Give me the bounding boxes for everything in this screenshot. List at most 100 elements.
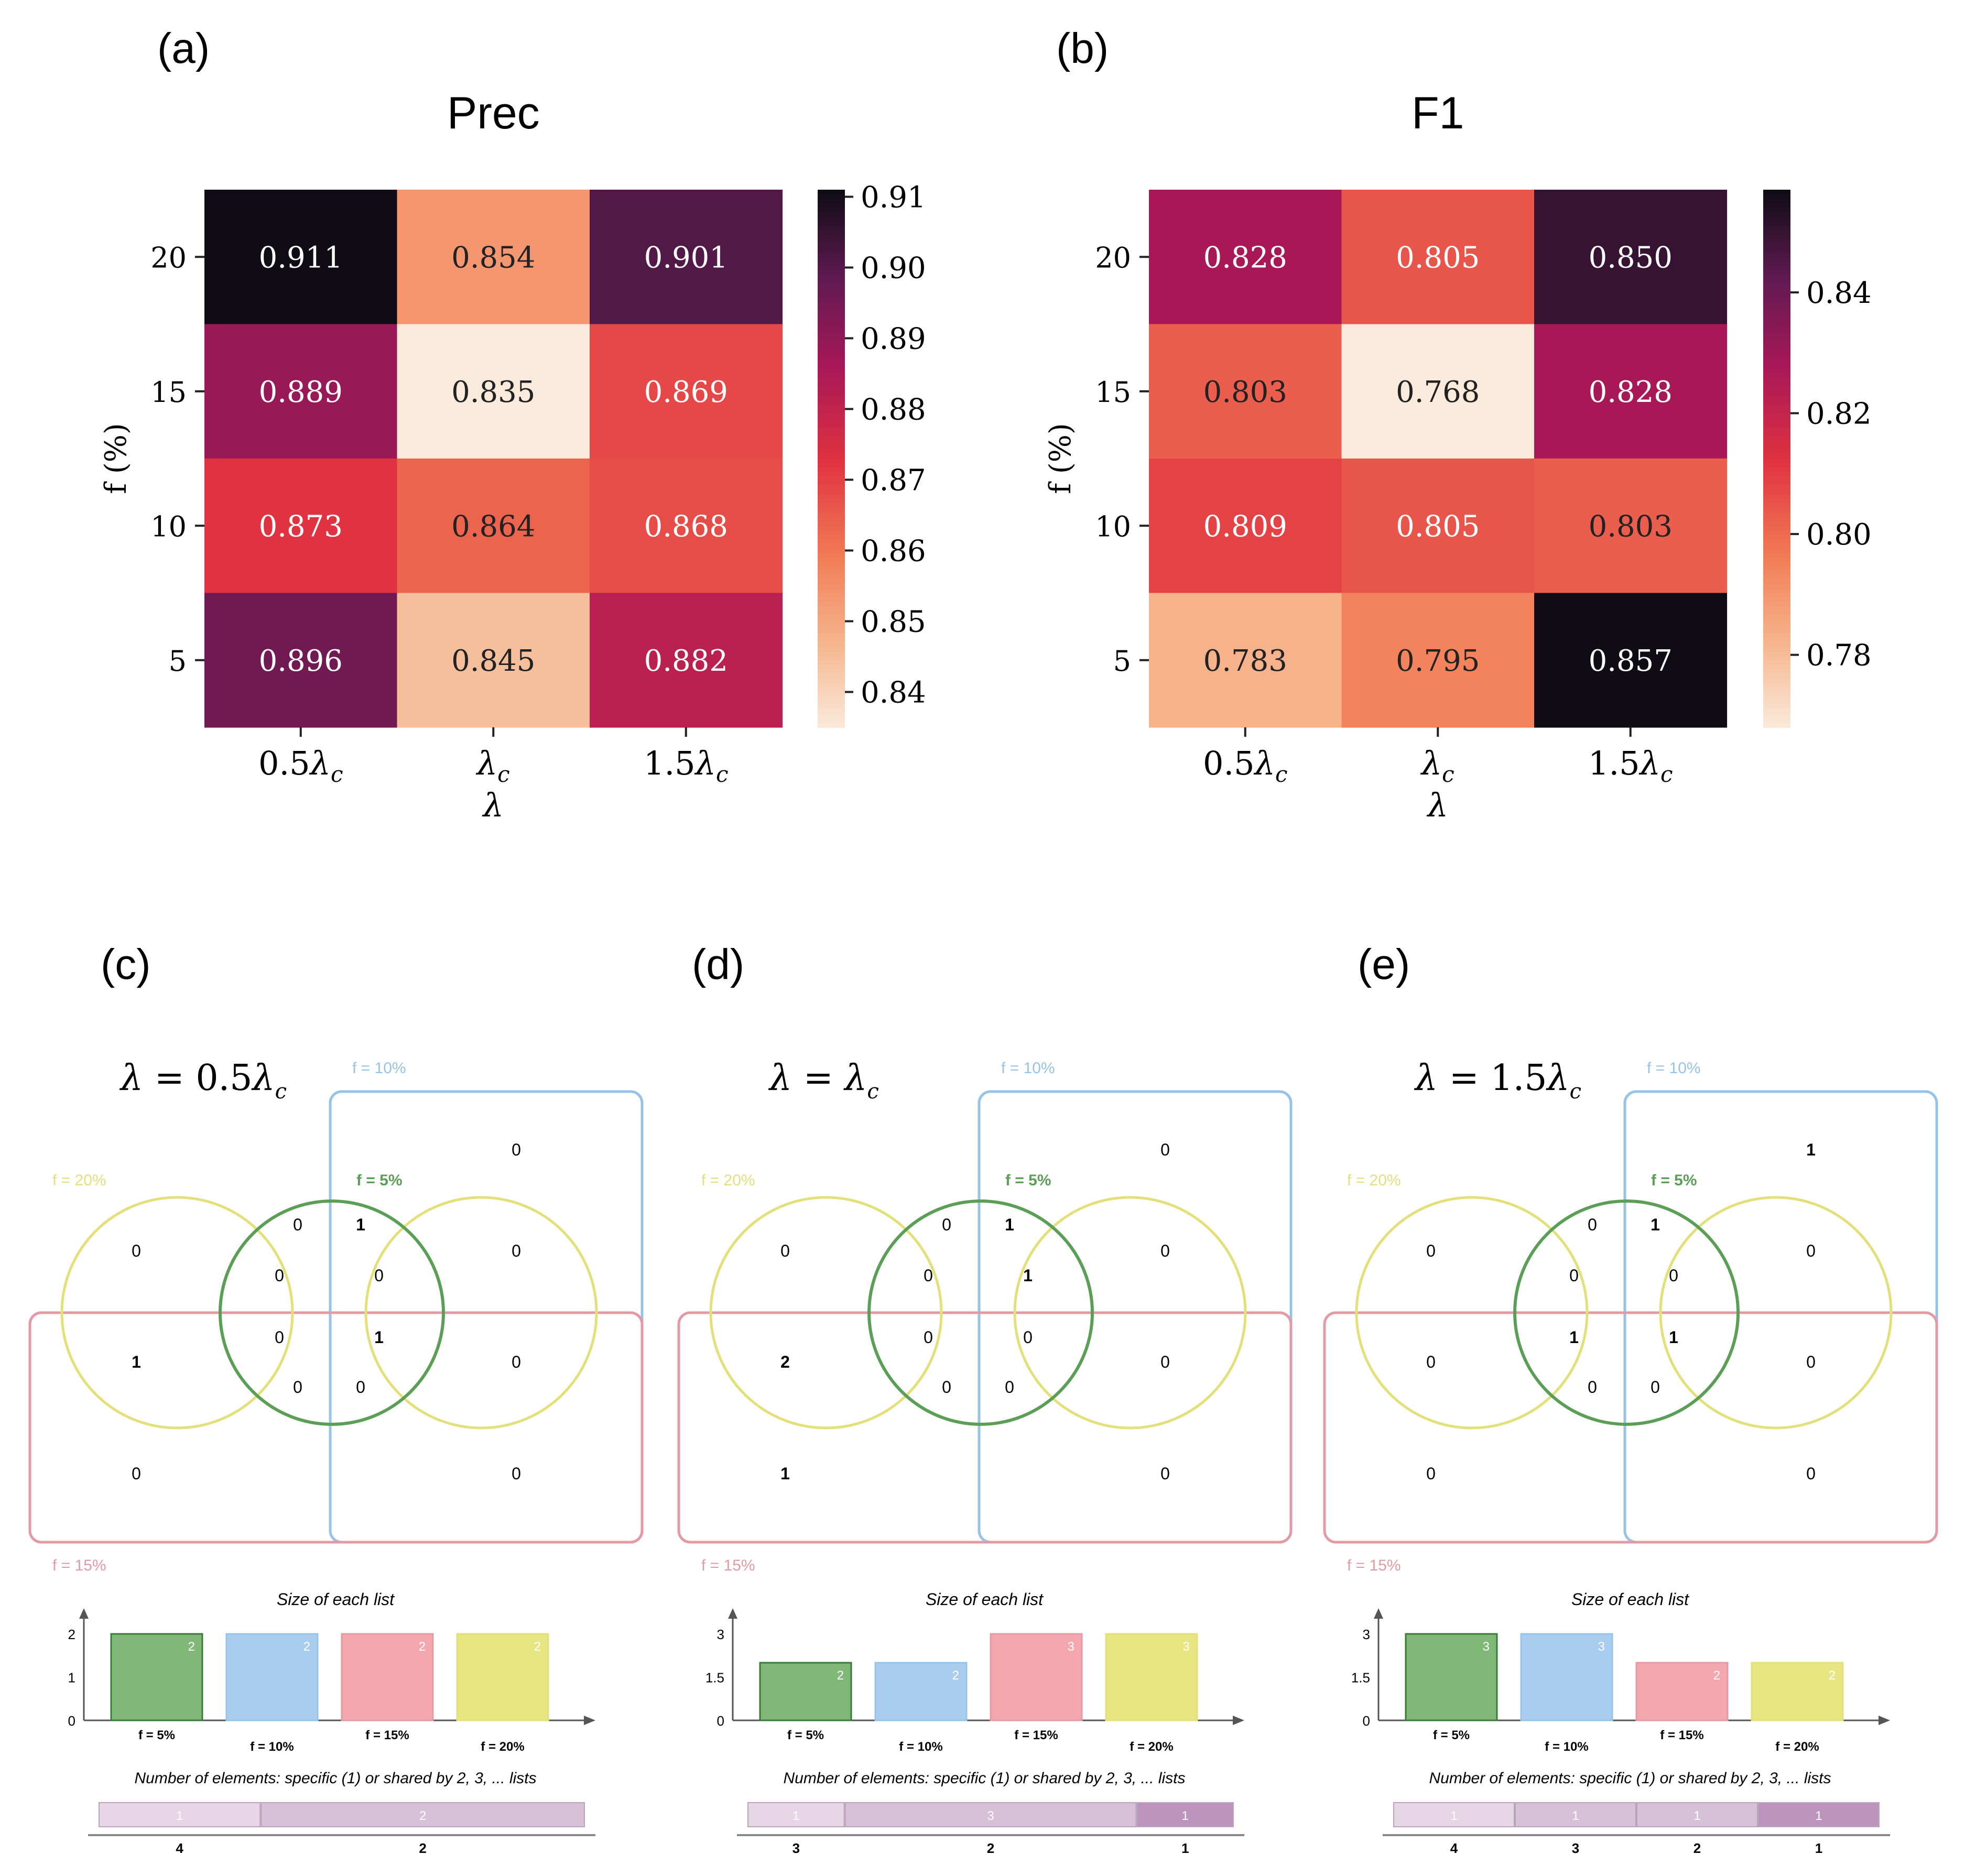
colorbar-segment bbox=[818, 647, 845, 652]
bar-y-tick-label: 0 bbox=[1363, 1713, 1370, 1729]
bar-y-tick-label: 3 bbox=[717, 1627, 724, 1642]
heatmap-cell-label: 0.803 bbox=[1589, 509, 1673, 543]
colorbar-segment bbox=[1763, 315, 1790, 320]
bar bbox=[990, 1633, 1083, 1721]
colorbar-segment bbox=[1763, 687, 1790, 692]
venn-region-count: 1 bbox=[356, 1215, 365, 1234]
bar bbox=[874, 1662, 968, 1721]
panel-label-c: (c) bbox=[101, 941, 151, 988]
colorbar-segment bbox=[1763, 503, 1790, 509]
colorbar-segment bbox=[818, 387, 845, 392]
colorbar-segment bbox=[1763, 570, 1790, 576]
colorbar-segment bbox=[818, 673, 845, 679]
heatmap-cell bbox=[1341, 324, 1535, 459]
venn-region-count: 0 bbox=[924, 1266, 933, 1285]
colorbar-segment bbox=[1763, 521, 1790, 527]
heatmap-cell bbox=[397, 459, 590, 594]
heatmap-prec: Prec 0.911 0.854 0.901 0.889 0.835 0.869 0.873 0… bbox=[99, 88, 926, 824]
x-tick-label: 1.5λc bbox=[644, 744, 728, 787]
colorbar-segment bbox=[818, 324, 845, 330]
venn-region-count: 0 bbox=[293, 1215, 302, 1234]
colorbar-tick-label: 0.86 bbox=[861, 535, 926, 569]
colorbar-segment bbox=[818, 248, 845, 253]
colorbar-segment bbox=[1763, 440, 1790, 446]
bar-category-label: f = 5% bbox=[138, 1728, 175, 1742]
venn-region-count: 1 bbox=[780, 1464, 790, 1483]
colorbar-segment bbox=[1763, 337, 1790, 343]
colorbar-segment bbox=[818, 266, 845, 271]
colorbar-segment bbox=[1763, 243, 1790, 249]
elements-count: 1 bbox=[1572, 1809, 1579, 1823]
colorbar-segment bbox=[818, 570, 845, 576]
colorbar-segment bbox=[818, 561, 845, 567]
colorbar-segment bbox=[1763, 682, 1790, 688]
colorbar-segment bbox=[818, 669, 845, 674]
set-f20-circle-left bbox=[1355, 1196, 1589, 1430]
heatmap-cell-label: 0.768 bbox=[1396, 375, 1480, 409]
colorbar-segment bbox=[1763, 543, 1790, 549]
elements-count: 3 bbox=[987, 1809, 994, 1823]
colorbar-segment bbox=[818, 709, 845, 715]
venn-region-count: 0 bbox=[132, 1241, 141, 1260]
colorbar-segment bbox=[818, 512, 845, 518]
set-f5-circle bbox=[1513, 1199, 1740, 1426]
colorbar-segment bbox=[1763, 602, 1790, 607]
colorbar-segment bbox=[818, 530, 845, 536]
set-label-f20: f = 20% bbox=[1347, 1172, 1401, 1189]
colorbar-segment bbox=[1763, 548, 1790, 553]
colorbar-segment bbox=[1763, 476, 1790, 482]
colorbar-segment bbox=[818, 319, 845, 325]
y-tick-label: 20 bbox=[150, 241, 187, 274]
bar-x-axis-arrow bbox=[1233, 1716, 1244, 1725]
colorbar-segment bbox=[1763, 449, 1790, 455]
colorbar-segment bbox=[818, 239, 845, 244]
colorbar-segment bbox=[818, 526, 845, 531]
colorbar-segment bbox=[818, 373, 845, 379]
venn-region-count: 0 bbox=[356, 1378, 365, 1397]
colorbar-segment bbox=[818, 575, 845, 580]
venn-region-count: 0 bbox=[1669, 1266, 1678, 1285]
elements-segment bbox=[99, 1802, 261, 1827]
bar-y-axis-arrow bbox=[728, 1608, 737, 1619]
colorbar-tick-label: 0.78 bbox=[1806, 639, 1872, 673]
venn-region-count: 1 bbox=[1651, 1215, 1660, 1234]
venn-region-count: 0 bbox=[512, 1140, 521, 1159]
colorbar-segment bbox=[818, 427, 845, 432]
bar-y-axis-arrow bbox=[79, 1608, 89, 1619]
heatmap-cell bbox=[204, 593, 398, 728]
colorbar-segment bbox=[1763, 566, 1790, 571]
colorbar-segment bbox=[1763, 382, 1790, 388]
colorbar-segment bbox=[818, 275, 845, 280]
colorbar-segment bbox=[1763, 333, 1790, 339]
colorbar-segment bbox=[1763, 485, 1790, 490]
heatmap-cell-label: 0.868 bbox=[644, 509, 728, 543]
venn-region-count: 1 bbox=[1023, 1266, 1033, 1285]
colorbar-segment bbox=[818, 566, 845, 571]
venn-region-count: 0 bbox=[1806, 1353, 1816, 1371]
bar-category-label: f = 15% bbox=[1014, 1728, 1058, 1742]
colorbar-segment bbox=[1763, 498, 1790, 504]
colorbar-segment bbox=[1763, 225, 1790, 231]
x-axis-label: λ bbox=[482, 786, 504, 824]
colorbar-segment bbox=[1763, 593, 1790, 598]
bar-value-label: 2 bbox=[188, 1640, 195, 1654]
bar-x-axis-arrow bbox=[584, 1716, 595, 1725]
elements-count: 1 bbox=[1693, 1809, 1700, 1823]
colorbar-segment bbox=[818, 355, 845, 361]
colorbar-segment bbox=[818, 602, 845, 607]
colorbar-segment bbox=[818, 593, 845, 598]
heatmap-cell bbox=[204, 459, 398, 594]
set-f20-circle-left bbox=[709, 1196, 943, 1430]
colorbar-segment bbox=[818, 723, 845, 728]
set-f15-box bbox=[677, 1311, 1293, 1544]
colorbar-segment bbox=[1763, 409, 1790, 415]
colorbar-segment bbox=[1763, 310, 1790, 316]
colorbar-segment bbox=[818, 418, 845, 423]
set-label-f5: f = 5% bbox=[1005, 1172, 1051, 1189]
bar-chart-title: Size of each list bbox=[277, 1590, 395, 1609]
colorbar-segment bbox=[1763, 427, 1790, 432]
heatmap-cell-label: 0.882 bbox=[644, 644, 728, 678]
colorbar-segment bbox=[818, 714, 845, 719]
bar-value-label: 2 bbox=[837, 1668, 844, 1683]
